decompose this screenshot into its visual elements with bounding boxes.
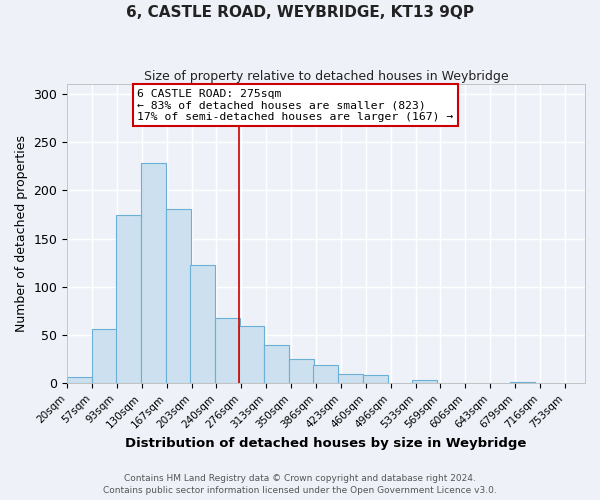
- Bar: [363, 375, 388, 384]
- Bar: [289, 360, 314, 384]
- Bar: [67, 376, 92, 384]
- Bar: [92, 330, 117, 384]
- X-axis label: Distribution of detached houses by size in Weybridge: Distribution of detached houses by size …: [125, 437, 527, 450]
- Text: 6 CASTLE ROAD: 275sqm
← 83% of detached houses are smaller (823)
17% of semi-det: 6 CASTLE ROAD: 275sqm ← 83% of detached …: [137, 88, 454, 122]
- Title: Size of property relative to detached houses in Weybridge: Size of property relative to detached ho…: [144, 70, 508, 83]
- Text: 6, CASTLE ROAD, WEYBRIDGE, KT13 9QP: 6, CASTLE ROAD, WEYBRIDGE, KT13 9QP: [126, 5, 474, 20]
- Bar: [264, 345, 289, 384]
- Bar: [215, 318, 240, 384]
- Bar: [141, 164, 166, 384]
- Bar: [166, 208, 191, 384]
- Bar: [511, 382, 535, 384]
- Bar: [116, 214, 141, 384]
- Y-axis label: Number of detached properties: Number of detached properties: [15, 136, 28, 332]
- Bar: [338, 374, 363, 384]
- Bar: [190, 264, 215, 384]
- Bar: [313, 365, 338, 384]
- Text: Contains HM Land Registry data © Crown copyright and database right 2024.
Contai: Contains HM Land Registry data © Crown c…: [103, 474, 497, 495]
- Bar: [412, 380, 437, 384]
- Bar: [239, 326, 264, 384]
